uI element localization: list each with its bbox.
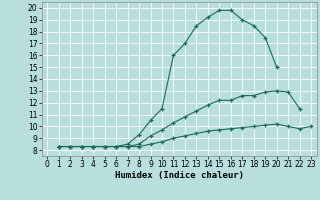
X-axis label: Humidex (Indice chaleur): Humidex (Indice chaleur) [115, 171, 244, 180]
